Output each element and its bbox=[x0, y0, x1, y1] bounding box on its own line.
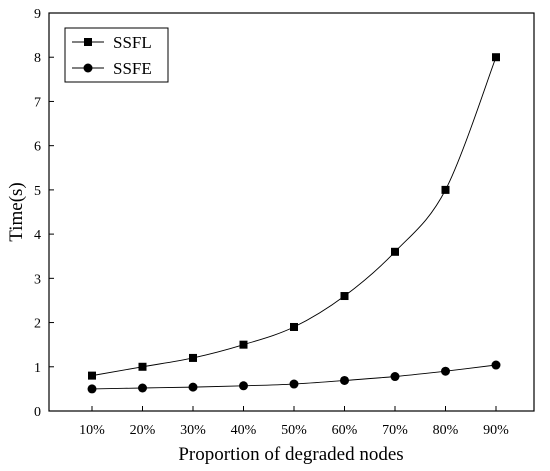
series-layer bbox=[87, 53, 501, 394]
y-tick-label: 2 bbox=[34, 317, 41, 332]
data-point-ssfl bbox=[239, 340, 248, 349]
data-point-ssfe bbox=[491, 360, 501, 370]
x-tick-label: 10% bbox=[79, 423, 105, 438]
data-point-ssfe bbox=[441, 366, 450, 376]
data-point-ssfl bbox=[138, 362, 147, 371]
data-point-ssfl bbox=[290, 322, 298, 331]
x-tick-label: 20% bbox=[130, 423, 156, 438]
y-tick-label: 8 bbox=[34, 51, 41, 66]
legend-box bbox=[64, 27, 169, 83]
x-tick-label: 50% bbox=[281, 423, 307, 438]
legend-marker-ssfe bbox=[83, 63, 93, 73]
y-tick-label: 3 bbox=[34, 272, 41, 287]
data-point-ssfl bbox=[492, 53, 500, 62]
y-tick-label: 4 bbox=[34, 228, 41, 243]
data-point-ssfe bbox=[87, 384, 97, 394]
x-tick-label: 40% bbox=[231, 423, 257, 438]
x-tick-label: 80% bbox=[433, 423, 459, 438]
y-axis-ticks: 0 1 2 3 4 5 6 7 8 9 bbox=[34, 7, 54, 420]
data-point-ssfe bbox=[340, 375, 349, 385]
data-point-ssfl bbox=[88, 371, 96, 380]
legend-label-ssfl: SSFL bbox=[113, 33, 152, 52]
legend: SSFL SSFE bbox=[64, 27, 169, 83]
y-tick-label: 1 bbox=[34, 361, 41, 376]
data-point-ssfl bbox=[441, 185, 450, 194]
legend-label-ssfe: SSFE bbox=[113, 59, 152, 78]
x-axis-ticks: 10% 20% 30% 40% 50% 60% 70% 80% 90% bbox=[79, 406, 509, 438]
data-point-ssfl bbox=[391, 247, 399, 256]
x-tick-label: 70% bbox=[382, 423, 408, 438]
y-tick-label: 7 bbox=[34, 95, 41, 110]
legend-marker-ssfl bbox=[84, 38, 92, 46]
series-ssfl bbox=[88, 53, 500, 380]
data-point-ssfe bbox=[188, 382, 198, 392]
data-point-ssfl bbox=[340, 292, 349, 301]
x-tick-label: 60% bbox=[332, 423, 358, 438]
y-tick-label: 0 bbox=[34, 405, 41, 420]
y-tick-label: 9 bbox=[34, 7, 41, 22]
data-point-ssfe bbox=[289, 379, 299, 389]
x-axis-title: Proportion of degraded nodes bbox=[178, 444, 403, 465]
data-point-ssfe bbox=[239, 381, 248, 391]
plot-frame bbox=[48, 12, 535, 412]
y-tick-label: 5 bbox=[34, 184, 41, 199]
data-point-ssfe bbox=[390, 372, 400, 382]
x-tick-label: 30% bbox=[180, 423, 206, 438]
series-ssfe bbox=[87, 360, 501, 394]
y-tick-label: 6 bbox=[34, 140, 41, 155]
x-tick-label: 90% bbox=[483, 423, 509, 438]
y-axis-title: Time(s) bbox=[6, 182, 27, 241]
data-point-ssfe bbox=[138, 383, 147, 393]
data-point-ssfl bbox=[189, 353, 197, 362]
